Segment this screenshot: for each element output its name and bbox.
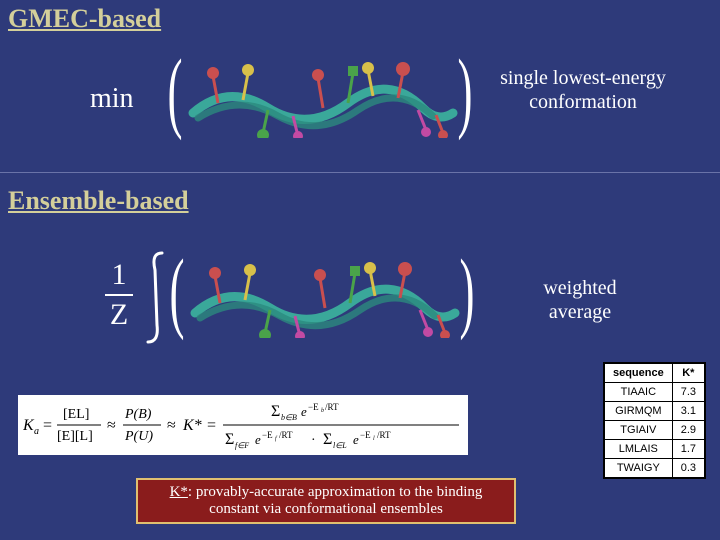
kstar-table: sequence K* TIAAIC7.3GIRMQM3.1TGIAIV2.9L… bbox=[603, 362, 706, 479]
svg-text:/RT: /RT bbox=[325, 402, 339, 412]
label-weighted-average: weighted average bbox=[510, 276, 650, 324]
bracket-left-1: ( bbox=[167, 40, 182, 143]
svg-text:·: · bbox=[311, 433, 316, 448]
svg-text:=: = bbox=[43, 417, 52, 434]
table-cell: 0.3 bbox=[672, 459, 704, 478]
caption-box: K*: provably-accurate approximation to t… bbox=[136, 478, 516, 524]
svg-text:Σ: Σ bbox=[225, 431, 234, 448]
svg-text:Σ: Σ bbox=[323, 431, 332, 448]
table-header-kstar: K* bbox=[672, 364, 704, 383]
svg-text:K*: K* bbox=[182, 417, 202, 434]
svg-text:[E][L]: [E][L] bbox=[57, 429, 93, 444]
svg-text:f: f bbox=[275, 435, 278, 442]
formula-box: K a = [EL] [E][L] ≈ P(B) P(U) ≈ K* = Σ b… bbox=[18, 395, 468, 455]
fraction-bar bbox=[105, 294, 133, 296]
fraction-num: 1 bbox=[105, 258, 133, 292]
table-row: TGIAIV2.9 bbox=[604, 421, 704, 440]
table-cell: 2.9 bbox=[672, 421, 704, 440]
section-divider bbox=[0, 172, 720, 173]
table-row: TIAAIC7.3 bbox=[604, 383, 704, 402]
table-row: TWAIGY0.3 bbox=[604, 459, 704, 478]
table-header-sequence: sequence bbox=[604, 364, 672, 383]
bracket-left-2: ( bbox=[169, 240, 184, 343]
svg-text:b∈B: b∈B bbox=[281, 413, 297, 422]
fraction-den: Z bbox=[105, 298, 133, 332]
svg-text:=: = bbox=[207, 417, 216, 434]
svg-text:[EL]: [EL] bbox=[63, 407, 89, 422]
molecule-diagram-gmec bbox=[188, 58, 458, 138]
svg-text:P(B): P(B) bbox=[124, 407, 152, 422]
svg-text:≈: ≈ bbox=[167, 417, 176, 434]
svg-text:a: a bbox=[34, 426, 39, 437]
svg-text:≈: ≈ bbox=[107, 417, 116, 434]
svg-text:b: b bbox=[321, 408, 324, 414]
label-min: min bbox=[90, 82, 134, 116]
svg-text:−E: −E bbox=[360, 430, 371, 440]
table-cell: LMLAIS bbox=[604, 440, 672, 459]
heading-gmec: GMEC-based bbox=[8, 4, 161, 34]
svg-text:e: e bbox=[353, 432, 359, 447]
svg-text:f∈F: f∈F bbox=[235, 441, 249, 450]
svg-text:/RT: /RT bbox=[279, 430, 293, 440]
table-cell: TGIAIV bbox=[604, 421, 672, 440]
bracket-right-1: ) bbox=[457, 40, 472, 143]
fraction-1-over-z: 1 Z bbox=[105, 258, 133, 332]
heading-ensemble: Ensemble-based bbox=[8, 186, 189, 216]
table-row: LMLAIS1.7 bbox=[604, 440, 704, 459]
table-row: GIRMQM3.1 bbox=[604, 402, 704, 421]
svg-text:e: e bbox=[255, 432, 261, 447]
svg-text:Σ: Σ bbox=[271, 403, 280, 420]
svg-text:e: e bbox=[301, 404, 307, 419]
table-cell: 3.1 bbox=[672, 402, 704, 421]
label-single-lowest: single lowest-energy conformation bbox=[498, 66, 668, 114]
svg-text:l∈L: l∈L bbox=[333, 441, 347, 450]
caption-text: : provably-accurate approximation to the… bbox=[188, 484, 483, 517]
svg-text:P(U): P(U) bbox=[124, 429, 153, 444]
integral-icon bbox=[145, 250, 167, 345]
table-cell: 1.7 bbox=[672, 440, 704, 459]
bracket-right-2: ) bbox=[459, 240, 474, 343]
svg-text:−E: −E bbox=[308, 402, 319, 412]
svg-text:/RT: /RT bbox=[377, 430, 391, 440]
caption-kstar: K* bbox=[170, 484, 188, 500]
svg-text:l: l bbox=[373, 436, 375, 442]
table-cell: GIRMQM bbox=[604, 402, 672, 421]
table-cell: 7.3 bbox=[672, 383, 704, 402]
table-cell: TWAIGY bbox=[604, 459, 672, 478]
svg-text:−E: −E bbox=[262, 430, 273, 440]
table-cell: TIAAIC bbox=[604, 383, 672, 402]
molecule-diagram-ensemble bbox=[190, 258, 460, 338]
